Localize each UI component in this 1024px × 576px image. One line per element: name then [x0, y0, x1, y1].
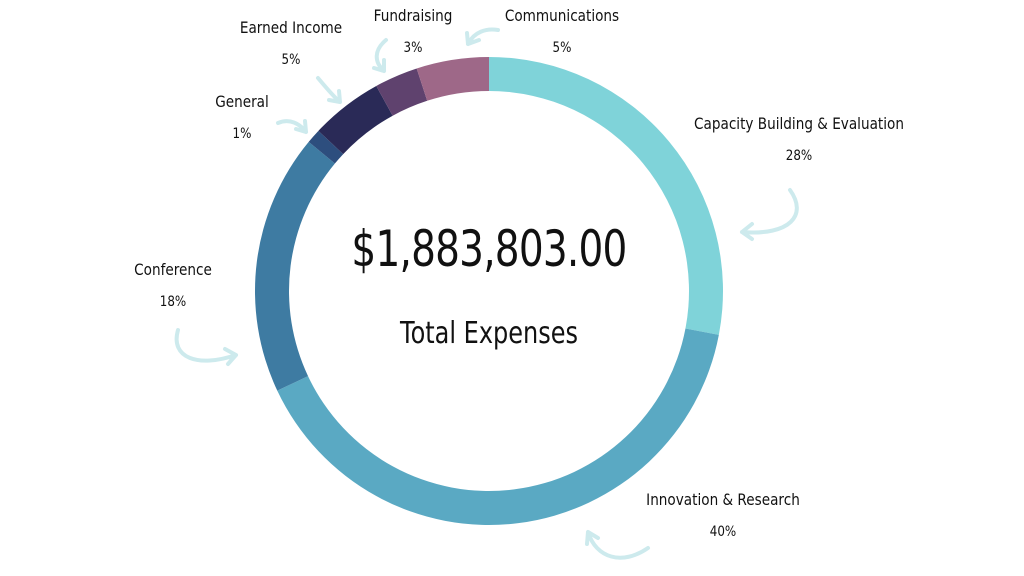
arrow-capacity-building [740, 188, 799, 241]
label-innovation-research: Innovation & Research 40% [633, 484, 814, 548]
label-earned-income: Earned Income 5% [231, 12, 351, 76]
slice-percent: 28% [785, 148, 813, 164]
slice-percent: 3% [403, 40, 423, 56]
slice-name: Fundraising [373, 6, 453, 25]
arrow-innovation-research [585, 530, 650, 560]
total-caption: Total Expenses [399, 316, 579, 351]
donut-slice-capacity-building-evaluation [489, 57, 724, 335]
total-amount: $1,883,803.00 [351, 220, 627, 278]
slice-name: Earned Income [239, 18, 343, 37]
label-arrows [174, 27, 799, 560]
donut-slice-general [308, 130, 344, 164]
label-conference: Conference 18% [127, 254, 218, 318]
slice-percent: 40% [709, 524, 737, 540]
slice-percent: 5% [281, 52, 301, 68]
donut-slice-fundraising [376, 68, 428, 116]
arrow-communications [465, 27, 500, 46]
slice-name: Conference [134, 260, 212, 279]
label-capacity-building: Capacity Building & Evaluation 28% [676, 108, 923, 172]
label-general: General 1% [210, 86, 273, 150]
slice-percent: 18% [159, 294, 187, 310]
donut-slice-earned-income [318, 85, 393, 155]
label-fundraising: Fundraising 3% [367, 0, 460, 64]
label-communications: Communications 5% [495, 0, 629, 64]
arrow-general [276, 119, 308, 134]
slice-percent: 5% [552, 40, 572, 56]
donut-slice-communications [416, 57, 489, 101]
arrow-fundraising [372, 38, 388, 73]
slice-name: Communications [504, 6, 620, 25]
arrow-conference [174, 328, 238, 366]
slice-name: Innovation & Research [646, 490, 800, 509]
arrow-earned-income [316, 76, 342, 104]
donut-slices [254, 57, 724, 526]
slice-name: General [215, 92, 269, 111]
slice-percent: 1% [232, 126, 252, 142]
donut-slice-conference [254, 141, 335, 391]
slice-name: Capacity Building & Evaluation [694, 114, 904, 133]
donut-slice-innovation-research [277, 328, 719, 526]
